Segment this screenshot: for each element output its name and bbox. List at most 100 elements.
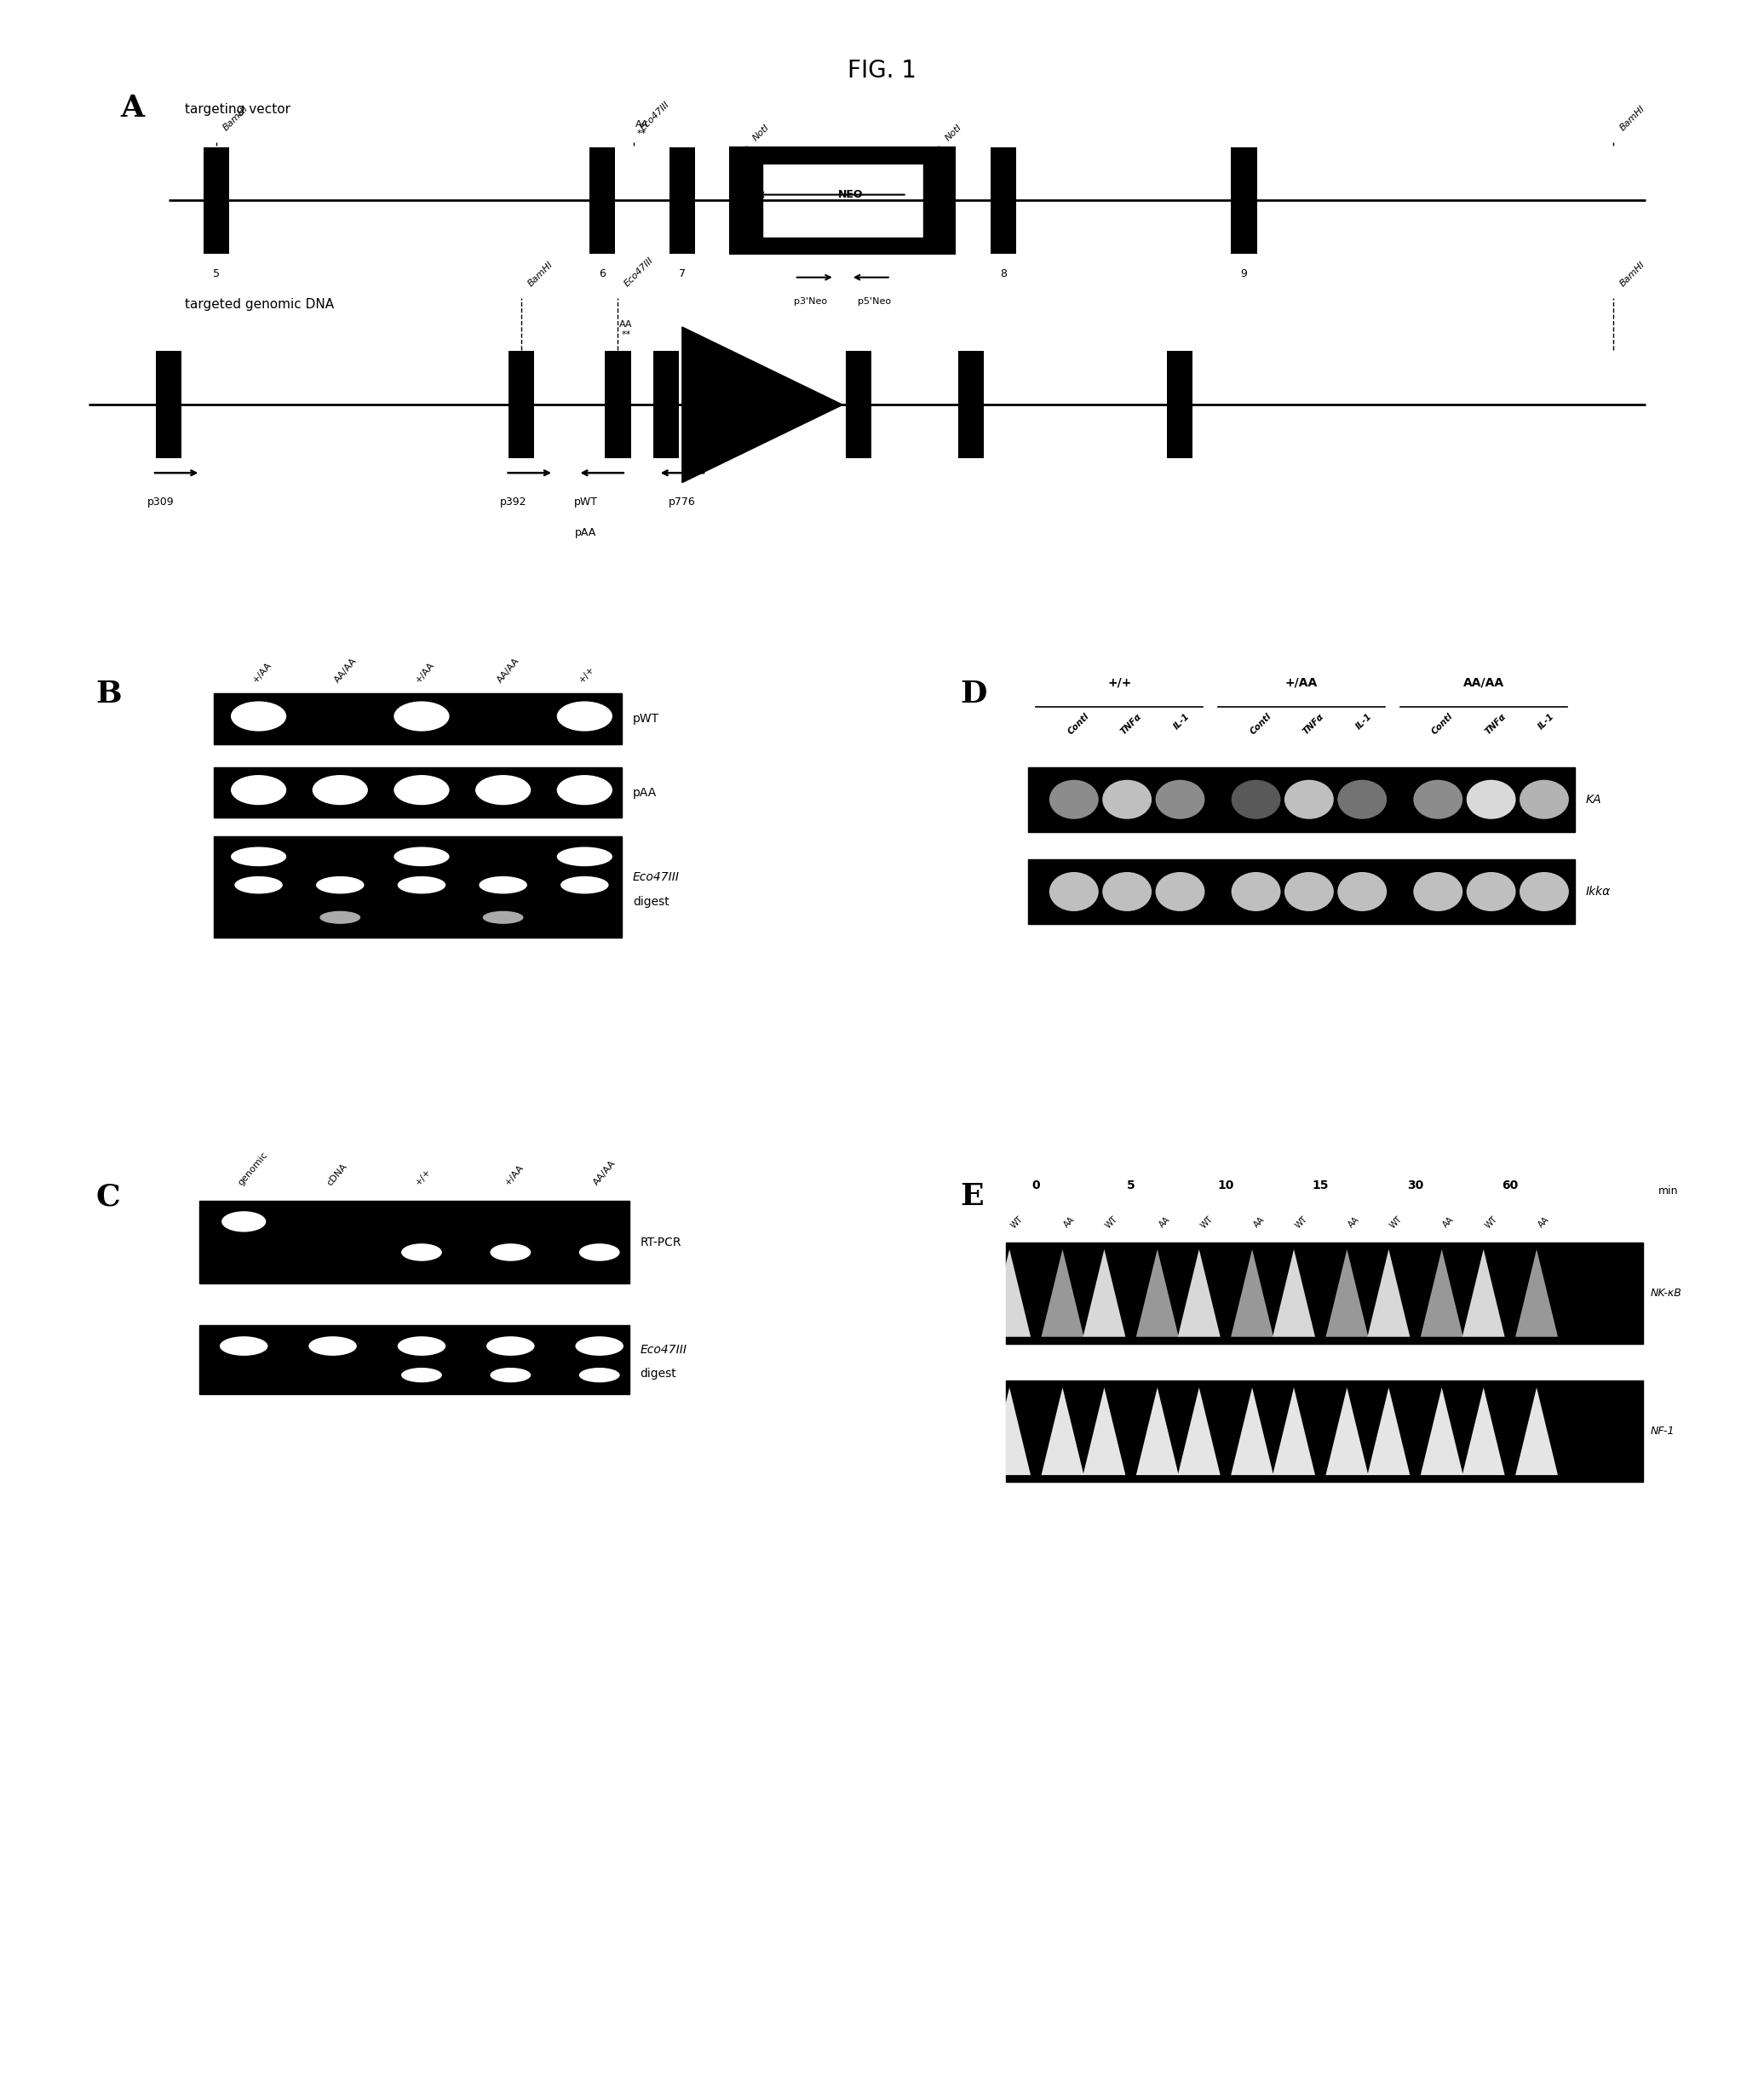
Ellipse shape	[235, 876, 282, 895]
Text: 7: 7	[679, 268, 686, 279]
Text: 8: 8	[1000, 268, 1007, 279]
Ellipse shape	[1466, 872, 1515, 911]
Polygon shape	[1462, 1249, 1505, 1337]
Ellipse shape	[480, 876, 527, 895]
Text: WT: WT	[1388, 1215, 1404, 1230]
Polygon shape	[1083, 1387, 1125, 1475]
Text: AA: AA	[1348, 1215, 1362, 1230]
Polygon shape	[1515, 1387, 1558, 1475]
Ellipse shape	[393, 846, 450, 865]
Text: 5: 5	[1127, 1179, 1134, 1192]
Polygon shape	[988, 1387, 1030, 1475]
Text: AA
**: AA **	[619, 321, 633, 339]
Text: IL-1: IL-1	[1355, 712, 1374, 731]
Ellipse shape	[1155, 779, 1205, 819]
Ellipse shape	[393, 702, 450, 731]
Text: +/+: +/+	[577, 664, 596, 685]
Ellipse shape	[397, 1337, 446, 1355]
Bar	[958, 352, 984, 459]
Text: pWT: pWT	[633, 712, 660, 725]
Text: AA: AA	[1536, 1215, 1551, 1230]
Bar	[589, 147, 614, 253]
Bar	[199, 1326, 630, 1395]
Text: IL-1: IL-1	[1536, 712, 1556, 731]
Bar	[730, 147, 954, 253]
Text: +/AA: +/AA	[1286, 677, 1318, 689]
Bar	[213, 693, 621, 744]
Ellipse shape	[1231, 779, 1281, 819]
Ellipse shape	[397, 876, 446, 895]
Polygon shape	[1272, 1249, 1316, 1337]
Ellipse shape	[487, 1337, 534, 1355]
Text: E: E	[960, 1182, 984, 1211]
Polygon shape	[1327, 1249, 1369, 1337]
Text: digest: digest	[640, 1368, 677, 1381]
Text: p3'Neo: p3'Neo	[794, 297, 827, 306]
Ellipse shape	[1466, 779, 1515, 819]
Ellipse shape	[490, 1244, 531, 1261]
Bar	[1028, 859, 1575, 924]
Text: IL-1: IL-1	[1173, 712, 1192, 731]
Text: 30: 30	[1408, 1179, 1424, 1192]
Text: WT: WT	[1200, 1215, 1214, 1230]
Text: B: B	[95, 679, 122, 708]
Ellipse shape	[316, 876, 363, 895]
Ellipse shape	[575, 1337, 623, 1355]
Ellipse shape	[1050, 779, 1099, 819]
Polygon shape	[1462, 1387, 1505, 1475]
Ellipse shape	[483, 911, 524, 924]
Polygon shape	[1136, 1387, 1178, 1475]
Ellipse shape	[579, 1244, 619, 1261]
Text: TNFα: TNFα	[1302, 712, 1325, 735]
Polygon shape	[1136, 1249, 1178, 1337]
Text: p5'Neo: p5'Neo	[857, 297, 891, 306]
Text: targeted genomic DNA: targeted genomic DNA	[185, 297, 333, 310]
Ellipse shape	[475, 775, 531, 804]
Text: NF-1: NF-1	[1651, 1427, 1674, 1437]
Ellipse shape	[400, 1244, 443, 1261]
Ellipse shape	[561, 876, 609, 895]
Text: 5: 5	[213, 268, 220, 279]
Text: WT: WT	[1104, 1215, 1120, 1230]
Text: A: A	[120, 94, 145, 122]
Text: Eco47III: Eco47III	[633, 872, 679, 882]
Text: TNFα: TNFα	[1484, 712, 1508, 735]
Text: AA: AA	[1062, 1215, 1076, 1230]
Text: NEO: NEO	[838, 189, 863, 201]
Text: NotI: NotI	[751, 122, 771, 142]
Text: AA/AA: AA/AA	[496, 656, 520, 685]
Polygon shape	[1041, 1249, 1083, 1337]
Bar	[1005, 1381, 1642, 1481]
Text: C: C	[95, 1182, 120, 1211]
Ellipse shape	[1413, 779, 1462, 819]
Bar	[1168, 352, 1192, 459]
Text: cDNA: cDNA	[325, 1161, 349, 1188]
Ellipse shape	[1337, 872, 1387, 911]
Text: min: min	[1658, 1186, 1678, 1196]
Ellipse shape	[231, 775, 286, 804]
Bar	[508, 352, 534, 459]
Text: WT: WT	[1295, 1215, 1309, 1230]
Ellipse shape	[312, 775, 369, 804]
Text: KA: KA	[1586, 794, 1602, 804]
Ellipse shape	[1284, 872, 1334, 911]
Text: +/AA: +/AA	[415, 660, 436, 685]
Text: 10: 10	[1217, 1179, 1233, 1192]
Ellipse shape	[557, 846, 612, 865]
Polygon shape	[988, 1249, 1030, 1337]
Bar	[990, 147, 1016, 253]
Text: Contl: Contl	[1065, 712, 1090, 735]
Bar	[1005, 1242, 1642, 1343]
Text: pAA: pAA	[575, 528, 596, 538]
Text: Ikkα: Ikkα	[1586, 886, 1611, 897]
Text: AA/AA: AA/AA	[1462, 677, 1505, 689]
Text: FIG. 1: FIG. 1	[847, 59, 917, 82]
Text: Contl: Contl	[1249, 712, 1274, 735]
Ellipse shape	[1413, 872, 1462, 911]
Text: AA/AA: AA/AA	[593, 1159, 617, 1188]
Ellipse shape	[557, 702, 612, 731]
Text: AA
**: AA **	[635, 119, 649, 138]
Text: AA/AA: AA/AA	[333, 656, 358, 685]
Text: pWT: pWT	[573, 497, 598, 507]
Ellipse shape	[1102, 872, 1152, 911]
